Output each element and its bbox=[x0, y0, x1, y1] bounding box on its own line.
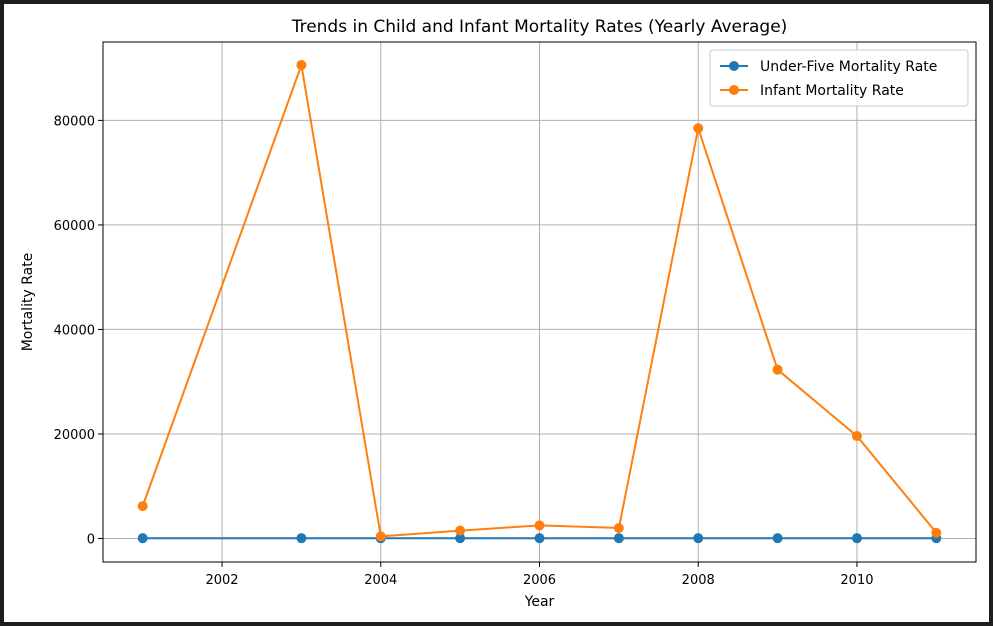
data-point bbox=[851, 431, 862, 442]
data-point bbox=[693, 533, 704, 544]
data-point bbox=[534, 533, 545, 544]
data-point bbox=[296, 533, 307, 544]
y-tick-label: 60000 bbox=[54, 219, 95, 234]
x-tick-label: 2004 bbox=[364, 573, 397, 588]
data-point bbox=[455, 525, 466, 536]
legend-label: Infant Mortality Rate bbox=[760, 83, 904, 99]
legend-item: Under-Five Mortality Rate bbox=[720, 59, 937, 75]
data-point bbox=[851, 533, 862, 544]
series-1 bbox=[137, 533, 942, 544]
x-tick-label: 2010 bbox=[840, 573, 873, 588]
chart-title: Trends in Child and Infant Mortality Rat… bbox=[291, 17, 788, 37]
data-point bbox=[137, 533, 148, 544]
y-tick-label: 80000 bbox=[54, 114, 95, 129]
series-layer bbox=[137, 59, 942, 544]
legend-label: Under-Five Mortality Rate bbox=[760, 59, 937, 75]
line-chart: Trends in Child and Infant Mortality Rat… bbox=[20, 17, 977, 610]
data-point bbox=[931, 527, 942, 538]
axis-ticks: 2002 2004 2006 2008 2010 0 20000 40000 60000 8000… bbox=[54, 114, 874, 588]
data-point bbox=[613, 533, 624, 544]
y-tick-label: 0 bbox=[87, 532, 95, 547]
x-tick-label: 2002 bbox=[205, 573, 238, 588]
data-point bbox=[296, 59, 307, 70]
data-point bbox=[534, 520, 545, 531]
chart-figure: Trends in Child and Infant Mortality Rat… bbox=[4, 4, 989, 622]
x-tick-label: 2006 bbox=[523, 573, 556, 588]
legend-item: Infant Mortality Rate bbox=[720, 83, 904, 99]
y-axis-label: Mortality Rate bbox=[20, 253, 36, 352]
legend-marker bbox=[729, 85, 739, 95]
series-2 bbox=[137, 59, 942, 542]
legend-marker bbox=[729, 61, 739, 71]
legend: Under-Five Mortality Rate Infant Mortalit… bbox=[709, 49, 969, 107]
series-line bbox=[141, 61, 938, 538]
legend-box bbox=[709, 49, 969, 107]
data-point bbox=[772, 533, 783, 544]
data-point bbox=[693, 123, 704, 134]
data-point bbox=[772, 364, 783, 375]
data-point bbox=[455, 533, 466, 544]
data-point bbox=[137, 501, 148, 512]
x-axis-label: Year bbox=[524, 594, 555, 610]
x-tick-label: 2008 bbox=[682, 573, 715, 588]
y-tick-label: 20000 bbox=[54, 428, 95, 443]
y-tick-label: 40000 bbox=[54, 323, 95, 338]
grid-lines bbox=[103, 42, 976, 562]
data-point bbox=[375, 531, 386, 542]
data-point bbox=[613, 523, 624, 534]
